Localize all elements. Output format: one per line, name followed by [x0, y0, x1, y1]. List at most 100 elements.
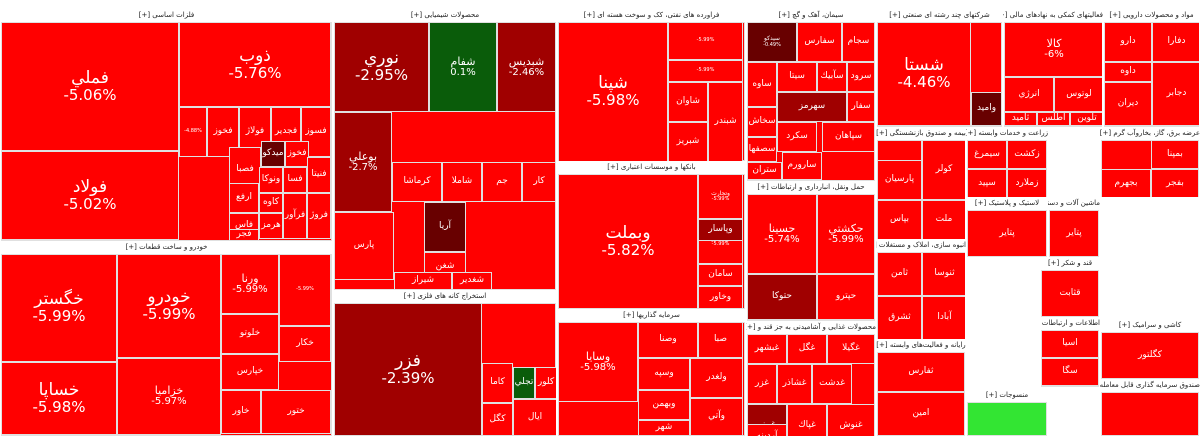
stock-tile[interactable]: كالا -6% — [1004, 22, 1102, 77]
stock-tile[interactable]: ولغدر — [690, 358, 743, 398]
stock-tile[interactable]: ورنا -5.99% — [221, 254, 279, 314]
sector-title[interactable]: ماشین آلات و دستگاه ها [+] — [1048, 198, 1100, 209]
stock-tile[interactable]: كولر — [922, 140, 965, 200]
stock-tile[interactable]: سصفها — [747, 137, 777, 162]
stock-tile[interactable]: ثشرق — [877, 296, 922, 339]
sector-title[interactable]: قند و شکر [+] — [1040, 258, 1100, 269]
sector-pharma[interactable]: مواد و محصولات دارویی [+] دارو دفارا داوه دي… — [1103, 10, 1200, 128]
stock-tile[interactable]: ختور — [261, 390, 331, 434]
sector-multi[interactable]: شرکتهای چند رشته ای صنعتی [+] شستا -4.46% و… — [876, 10, 1003, 128]
stock-tile[interactable]: وآتي — [690, 398, 743, 436]
stock-tile[interactable]: فخوز — [285, 141, 309, 167]
stock-tile[interactable]: صبا — [698, 322, 743, 358]
stock-tile[interactable]: تجلي — [513, 367, 535, 399]
sector-title[interactable]: اطلاعات و ارتباطات [+] — [1040, 318, 1100, 329]
stock-tile[interactable]: فخوز — [207, 107, 239, 157]
stock-tile[interactable]: خساپا -5.98% — [1, 362, 117, 435]
stock-tile[interactable]: واميد — [971, 92, 1002, 126]
sector-title[interactable]: فلزات اساسی [+] — [0, 10, 333, 21]
sector-title[interactable]: شرکتهای چند رشته ای صنعتی [+] — [876, 10, 1003, 21]
sector-title[interactable]: عرضه برق، گاز، بخاروآب گرم [+] — [1100, 128, 1200, 139]
stock-tile[interactable]: سفار — [847, 92, 875, 122]
stock-tile[interactable]: آريا — [424, 202, 466, 252]
stock-tile[interactable]: وصنا — [638, 322, 698, 358]
stock-tile[interactable]: وسايا -5.98% — [558, 322, 638, 402]
stock-tile[interactable]: وپاسار — [698, 219, 743, 241]
stock-tile[interactable]: وسپه — [638, 358, 690, 390]
stock-tile[interactable]: نوري -2.95% — [334, 22, 429, 112]
stock-tile[interactable]: وبملت -5.82% — [558, 174, 698, 309]
sector-title[interactable]: صندوق سرمایه گذاری قابل معامله [+] — [1100, 380, 1200, 391]
stock-tile[interactable]: حسينا -5.74% — [747, 194, 817, 274]
stock-tile[interactable]: سامان — [698, 264, 743, 286]
stock-tile[interactable]: فزر -2.39% — [334, 303, 482, 436]
stock-tile[interactable]: ذوب -5.76% — [179, 22, 331, 107]
sector-machines[interactable]: ماشین آلات و دستگاه ها [+] پتاير — [1048, 198, 1100, 258]
stock-tile[interactable]: فروژ — [307, 193, 331, 239]
stock-tile[interactable]: كلور — [535, 367, 556, 399]
stock-tile[interactable]: بمپنا — [1151, 140, 1199, 169]
stock-tile[interactable]: بفجر — [1151, 169, 1199, 197]
sector-title[interactable]: لاستیک و پلاستیک [+] — [966, 198, 1048, 209]
stock-tile[interactable]: شفام 0.1% — [429, 22, 497, 112]
stock-tile[interactable]: شستا -4.46% — [877, 22, 971, 126]
stock-tile[interactable]: كگل — [482, 403, 513, 436]
stock-tile[interactable]: ديران — [1104, 82, 1152, 126]
stock-tile[interactable]: غنوش — [827, 404, 875, 436]
stock-tile[interactable]: پتاير — [1049, 210, 1099, 257]
stock-tile[interactable]: قثابت — [1041, 270, 1099, 317]
stock-tile[interactable]: شبريز — [668, 122, 708, 161]
sector-title[interactable]: خودرو و ساخت قطعات [+] — [0, 242, 333, 253]
sector-finance[interactable]: فعالیتهای کمکی به نهادهای مالی [+] كالا -6… — [1003, 10, 1103, 128]
stock-tile[interactable]: خزاميا -5.97% — [117, 358, 221, 435]
sector-title[interactable]: سرمایه گذاریها [+] — [557, 310, 746, 321]
stock-tile[interactable]: سيمرغ — [967, 140, 1007, 169]
stock-tile[interactable]: خكار — [279, 326, 331, 362]
stock-tile[interactable]: وخاور — [698, 286, 743, 309]
stock-tile[interactable]: امين — [877, 392, 965, 436]
sector-transport[interactable]: حمل ونقل، انبارداری و ارتباطات [+] حسينا -… — [746, 182, 876, 322]
sector-title[interactable]: استخراج کانه های فلزی [+] — [333, 291, 557, 302]
sector-basic-metals[interactable]: فلزات اساسی [+] فملي -5.06% فولاد -5.02% ذوب -… — [0, 10, 333, 242]
stock-tile[interactable]: -4.88% — [179, 107, 207, 157]
stock-tile[interactable]: ثنوسا — [922, 252, 965, 296]
stock-tile[interactable]: سپاهان — [822, 122, 875, 152]
stock-tile[interactable]: سارورم — [782, 152, 822, 180]
stock-tile[interactable]: داوه — [1104, 62, 1152, 82]
sector-investment[interactable]: سرمایه گذاریها [+] وسايا -5.98% وصنا وسپه وبه… — [557, 310, 746, 437]
stock-tile[interactable]: آبادا — [922, 296, 965, 339]
stock-tile[interactable]: خپارس — [221, 354, 279, 390]
stock-tile[interactable]: حپترو — [817, 274, 875, 320]
sector-sugar[interactable]: قند و شکر [+] قثابت — [1040, 258, 1100, 318]
sector-telecom[interactable]: اطلاعات و ارتباطات [+] اسيا سگا — [1040, 318, 1100, 388]
stock-tile[interactable]: زملارد — [1007, 169, 1047, 197]
stock-tile[interactable]: خودرو -5.99% — [117, 254, 221, 358]
stock-tile[interactable]: ساوه — [747, 62, 777, 107]
stock-tile[interactable]: شپنا -5.98% — [558, 22, 668, 161]
sector-cement[interactable]: سیمان، آهک و گچ [+] سيدكو -0.49% سفارس سجام س… — [746, 10, 876, 182]
stock-tile[interactable]: كرماشا — [392, 162, 442, 202]
stock-tile[interactable]: شاملا — [442, 162, 482, 202]
stock-tile[interactable]: غگيلا — [827, 334, 875, 364]
sector-banks[interactable]: بانکها و موسسات اعتباری [+] وبملت -5.82% وت… — [557, 162, 746, 310]
stock-tile[interactable]: لوتوس — [1054, 77, 1102, 112]
sector-tech[interactable]: رایانه و فعالیت‌های وابسته [+] ثفارس امين — [876, 340, 966, 437]
stock-tile[interactable]: غزر — [747, 364, 777, 404]
stock-tile[interactable]: خلوتو — [221, 314, 279, 354]
stock-tile[interactable]: خگستر -5.99% — [1, 254, 117, 362]
sector-title[interactable]: بانکها و موسسات اعتباری [+] — [557, 162, 746, 173]
stock-tile[interactable]: -5.99% — [279, 254, 331, 326]
sector-title[interactable]: کاشی و سرامیک [+] — [1100, 320, 1200, 331]
stock-tile[interactable]: فجر — [229, 229, 259, 241]
stock-tile[interactable]: تلوين — [1070, 112, 1102, 126]
stock-tile[interactable]: كار — [522, 162, 556, 202]
stock-tile[interactable]: شبديس -2.46% — [497, 22, 556, 112]
stock-tile[interactable]: فسا — [283, 167, 307, 193]
sector-title[interactable]: محصولات غذایی و آشامیدنی به جز قند و [+] — [746, 322, 876, 333]
stock-tile[interactable]: خاور — [221, 390, 261, 434]
sector-title[interactable]: منسوجات [+] — [966, 390, 1048, 401]
stock-tile[interactable]: حكشتي -5.99% — [817, 194, 875, 274]
stock-tile[interactable]: سهرمز — [777, 92, 847, 122]
sector-title[interactable]: رایانه و فعالیت‌های وابسته [+] — [876, 340, 966, 351]
stock-tile[interactable]: بوعلي -2.7% — [334, 112, 392, 212]
